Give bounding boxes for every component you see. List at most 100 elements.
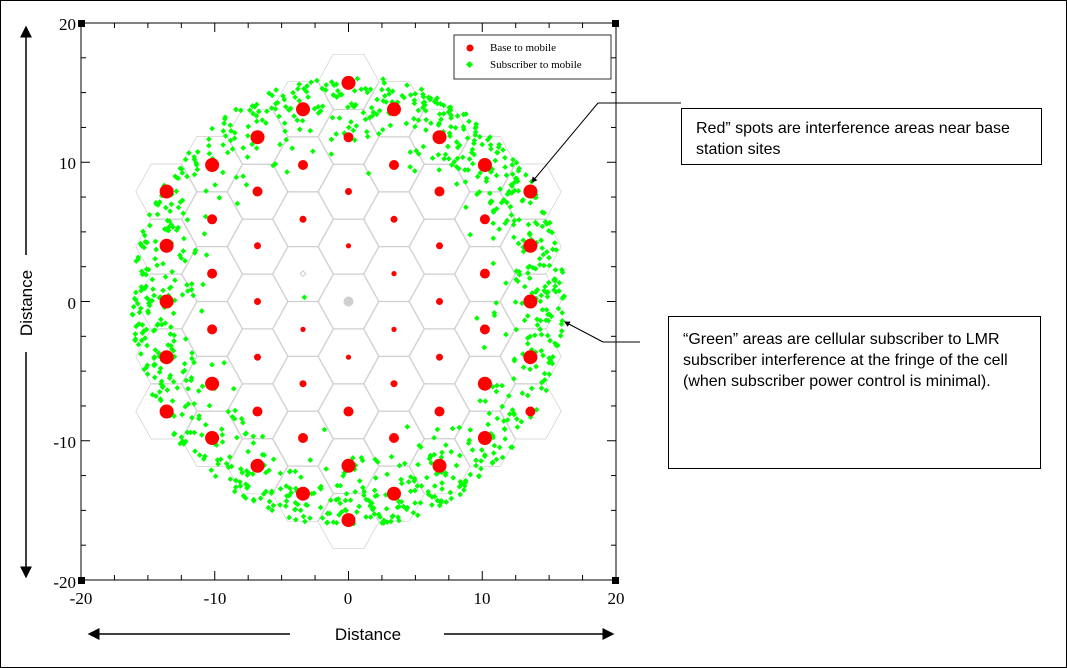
subscriber-point	[536, 255, 543, 262]
subscriber-point	[287, 105, 294, 112]
subscriber-point	[497, 186, 504, 192]
x-tick-label: 20	[608, 589, 625, 608]
subscriber-point	[514, 424, 521, 430]
subscriber-point	[321, 426, 328, 433]
subscriber-point	[412, 90, 419, 97]
subscriber-point	[466, 118, 472, 125]
subscriber-point	[307, 127, 314, 134]
subscriber-point	[182, 156, 189, 163]
subscriber-point	[398, 480, 405, 487]
base-point	[159, 404, 174, 419]
subscriber-point	[327, 497, 334, 504]
subscriber-point	[231, 135, 238, 142]
subscriber-point	[438, 454, 445, 461]
subscriber-point	[283, 493, 290, 499]
subscriber-point	[538, 292, 545, 299]
subscriber-point	[411, 97, 418, 104]
subscriber-point	[200, 281, 206, 288]
subscriber-point	[131, 295, 138, 302]
subscriber-point	[537, 326, 543, 333]
subscriber-point	[550, 353, 556, 360]
subscriber-point	[270, 502, 277, 509]
subscriber-point	[356, 478, 363, 484]
subscriber-point	[188, 377, 194, 384]
subscriber-point	[354, 75, 361, 82]
subscriber-point	[552, 283, 559, 289]
subscriber-point	[149, 391, 156, 398]
subscriber-point	[560, 294, 567, 300]
subscriber-point	[496, 226, 503, 233]
subscriber-point	[466, 156, 473, 162]
subscriber-point	[415, 151, 422, 157]
base-point	[523, 184, 538, 199]
subscriber-point	[175, 204, 182, 211]
base-point	[299, 215, 307, 223]
base-point	[250, 458, 265, 473]
subscriber-point	[434, 426, 441, 433]
subscriber-point	[328, 79, 335, 85]
base-point	[298, 160, 308, 170]
base-point	[477, 431, 492, 445]
subscriber-point	[465, 440, 472, 447]
subscriber-point	[323, 82, 330, 88]
subscriber-point	[371, 487, 378, 494]
subscriber-point	[467, 231, 474, 238]
subscriber-point	[493, 456, 500, 463]
subscriber-point	[533, 363, 539, 370]
subscriber-point	[269, 507, 275, 514]
subscriber-point	[433, 471, 440, 477]
subscriber-point	[445, 143, 451, 150]
subscriber-point	[166, 285, 173, 292]
y-tick-label: 10	[59, 154, 76, 173]
subscriber-point	[410, 115, 417, 122]
subscriber-point	[287, 485, 293, 492]
subscriber-point	[250, 496, 257, 503]
subscriber-point	[329, 114, 336, 121]
subscriber-point	[415, 461, 421, 468]
base-point	[434, 406, 445, 417]
subscriber-point	[462, 167, 468, 173]
subscriber-point	[420, 143, 427, 150]
subscriber-point	[558, 266, 565, 273]
subscriber-point	[153, 246, 160, 253]
subscriber-point	[398, 476, 404, 483]
subscriber-point	[161, 226, 168, 232]
subscriber-point	[307, 457, 314, 463]
subscriber-point	[553, 288, 559, 295]
subscriber-point	[164, 217, 171, 224]
subscriber-point	[376, 107, 383, 114]
subscriber-point	[396, 517, 402, 524]
subscriber-point	[485, 421, 491, 428]
subscriber-point	[453, 181, 460, 187]
subscriber-point	[479, 141, 486, 148]
subscriber-point	[250, 440, 257, 446]
subscriber-point	[160, 287, 166, 294]
subscriber-point	[438, 116, 444, 123]
subscriber-point	[452, 124, 459, 131]
subscriber-point	[283, 136, 290, 143]
subscriber-point	[300, 513, 307, 520]
y-tick-label: -10	[53, 433, 76, 452]
subscriber-point	[168, 201, 175, 208]
subscriber-point	[481, 344, 488, 351]
subscriber-point	[277, 485, 284, 492]
base-point	[345, 243, 352, 249]
subscriber-point	[506, 393, 512, 399]
subscriber-point	[423, 474, 430, 481]
subscriber-point	[490, 450, 497, 456]
subscriber-point	[542, 283, 548, 290]
subscriber-point	[360, 109, 367, 116]
subscriber-point	[183, 377, 190, 384]
subscriber-point	[442, 472, 449, 478]
subscriber-point	[344, 104, 351, 111]
subscriber-point	[557, 332, 564, 339]
subscriber-point	[227, 137, 234, 144]
subscriber-point	[164, 387, 171, 393]
base-point	[159, 350, 174, 365]
subscriber-point	[228, 128, 234, 134]
subscriber-point	[297, 507, 304, 514]
subscriber-point	[509, 161, 516, 168]
subscriber-point	[509, 444, 516, 451]
subscriber-point	[544, 332, 551, 339]
subscriber-point	[519, 390, 526, 397]
